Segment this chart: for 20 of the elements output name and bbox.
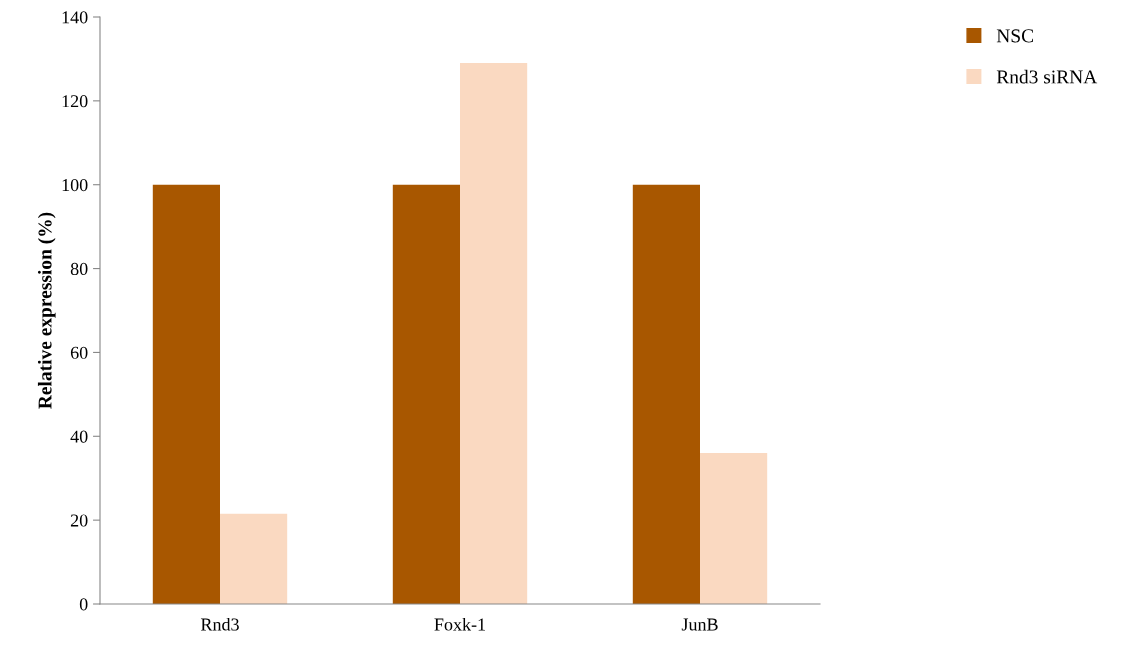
x-tick-label: Rnd3 <box>200 617 239 631</box>
y-tick-label: 120 <box>62 95 88 108</box>
y-tick-label: 40 <box>70 430 88 443</box>
bar <box>460 63 528 604</box>
y-tick-label: 100 <box>62 178 88 192</box>
y-axis-title: Relative expression (%) <box>37 212 56 409</box>
legend-label: NSC <box>996 29 1034 43</box>
bar <box>700 453 768 604</box>
bar <box>632 184 700 604</box>
bar <box>220 513 288 604</box>
x-tick-label: JunB <box>681 618 718 631</box>
legend-label: Rnd3 siRNA <box>996 69 1098 84</box>
bar <box>152 184 220 604</box>
bar <box>392 184 460 604</box>
y-tick-label: 20 <box>70 514 88 527</box>
x-tick-label: Foxk-1 <box>434 617 485 631</box>
y-tick-label: 140 <box>62 11 88 24</box>
y-tick-label: 0 <box>79 598 88 611</box>
y-tick-label: 80 <box>70 262 88 276</box>
y-tick-label: 60 <box>70 346 88 359</box>
